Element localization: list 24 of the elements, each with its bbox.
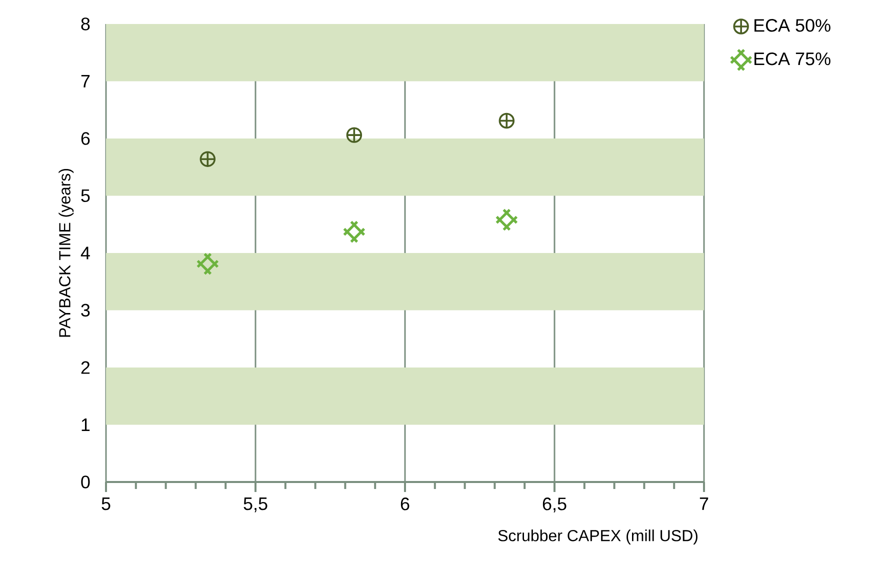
x-tick-label: 5,5 [244,498,268,512]
y-tick-label: 1 [82,418,90,431]
y-tick-label: 3 [81,304,90,317]
x-tick-label: 7 [700,498,708,510]
point [196,252,219,276]
point [200,151,216,167]
y-tick-label: 5 [81,189,90,202]
point [495,208,518,232]
y-tick-label: 6 [81,132,90,145]
point [498,112,515,129]
x-tick-label: 5 [102,498,110,510]
legend-label: ECA 75% [754,52,830,66]
x-axis-title: Scrubber CAPEX (mill USD) [498,530,698,544]
point [346,127,362,143]
y-tick-label: 8 [81,18,90,30]
legend-label: ECA 50% [754,19,830,32]
x-tick-label: 6 [400,498,410,510]
y-tick-label: 4 [80,246,90,260]
y-axis-title: PAYBACK TIME (years) [58,168,74,337]
x-tick-label: 6,5 [542,498,566,512]
y-tick-label: 0 [81,476,90,488]
y-tick-label: 7 [81,75,90,88]
y-tick-label: 2 [81,361,90,374]
point [342,220,366,244]
